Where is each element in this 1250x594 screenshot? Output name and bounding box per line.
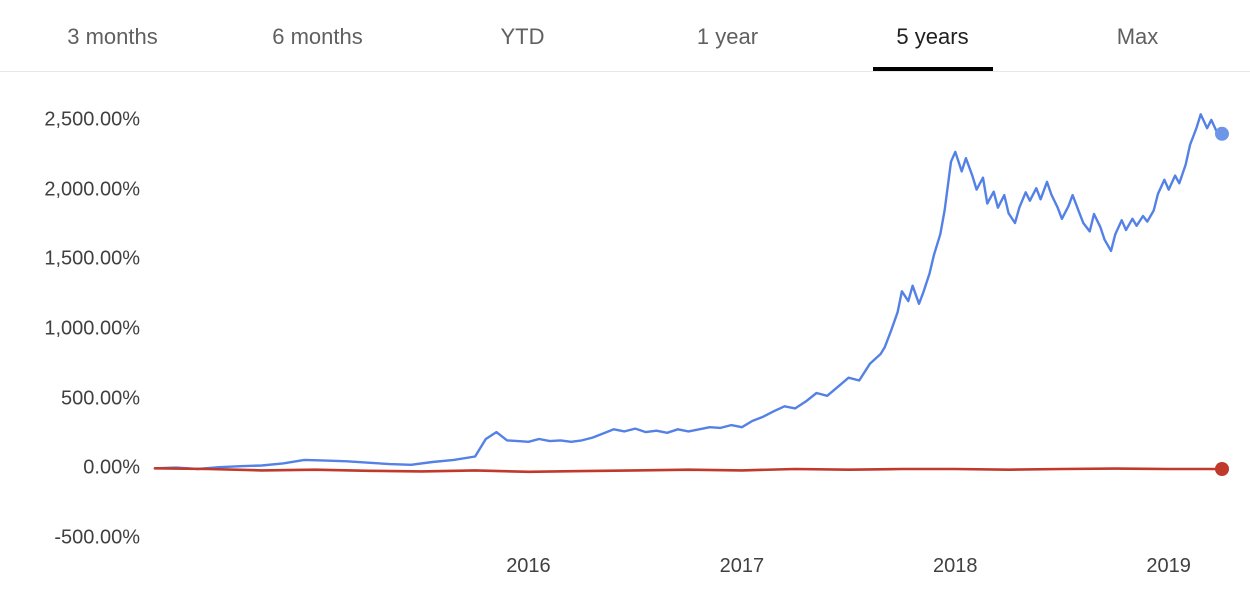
tab-6-months[interactable]: 6 months [215,2,420,70]
y-axis-label: 2,500.00% [44,108,140,131]
line-chart-svg [0,72,1250,594]
series-end-marker-benchmark [1215,462,1229,476]
chart-area[interactable]: -500.00% 0.00% 500.00% 1,000.00% 1,500.00% 2,… [0,72,1250,594]
y-axis-label: -500.00% [54,527,140,550]
tab-3-months[interactable]: 3 months [10,2,215,70]
series-line-primary [155,114,1222,469]
time-range-tabs: 3 months 6 months YTD 1 year 5 years Max [0,0,1250,72]
x-axis-label: 2017 [720,555,765,578]
y-axis-label: 2,000.00% [44,178,140,201]
y-axis-label: 500.00% [61,387,140,410]
series-line-benchmark [155,468,1222,472]
series-end-marker-primary [1215,127,1229,141]
y-axis-label: 1,000.00% [44,317,140,340]
tab-1-year[interactable]: 1 year [625,2,830,70]
tab-ytd[interactable]: YTD [420,2,625,70]
y-axis-label: 0.00% [83,457,140,480]
tab-5-years[interactable]: 5 years [830,2,1035,70]
x-axis-label: 2018 [933,555,978,578]
x-axis-label: 2019 [1146,555,1191,578]
tab-max[interactable]: Max [1035,2,1240,70]
y-axis-label: 1,500.00% [44,248,140,271]
x-axis-label: 2016 [506,555,551,578]
